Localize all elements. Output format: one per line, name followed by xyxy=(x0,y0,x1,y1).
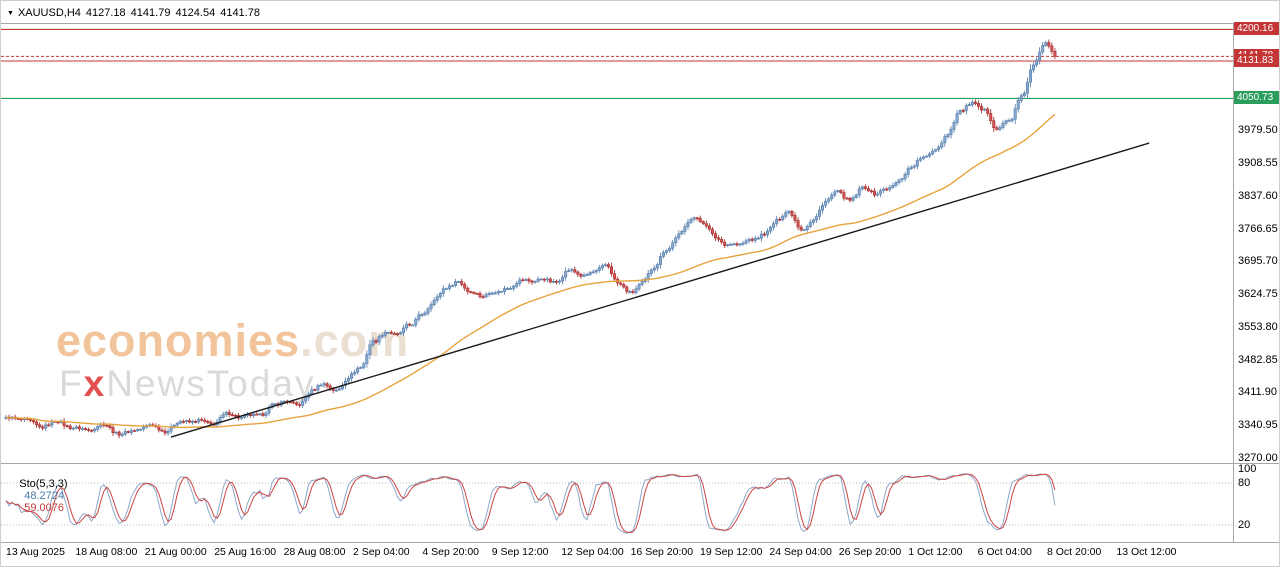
symbol-dropdown-icon[interactable]: ▼ xyxy=(7,9,14,17)
price-axis-label: 3553.80 xyxy=(1238,320,1278,333)
stochastic-name: Sto(5,3,3) xyxy=(19,478,68,490)
time-axis-label: 9 Sep 12:00 xyxy=(491,546,549,558)
watermark-f: F xyxy=(59,363,84,405)
down-candle-wicks xyxy=(8,39,1056,439)
price-axis-label: 3270.00 xyxy=(1238,451,1278,464)
price-axis-label: 3624.75 xyxy=(1238,288,1278,301)
ohlc-low: 4124.54 xyxy=(175,7,216,19)
symbol-timeframe-label: XAUUSD,H4 xyxy=(17,7,81,19)
time-axis-label: 13 Aug 2025 xyxy=(6,546,65,558)
price-axis-label: 3979.50 xyxy=(1238,124,1278,137)
stochastic-axis-label: 80 xyxy=(1238,477,1251,489)
price-axis[interactable]: 3979.50 3908.55 3837.60 3766.65 3695.70 3624.… xyxy=(1234,1,1279,542)
time-axis-label: 1 Oct 12:00 xyxy=(908,546,963,558)
level-badge-4131.83: 4131.83 xyxy=(1234,54,1279,67)
watermark: economies.com FxNewsToday xyxy=(56,317,409,404)
price-axis-label: 3482.85 xyxy=(1238,353,1278,366)
chart-top-border xyxy=(1,23,1279,24)
stochastic-main-line xyxy=(5,473,1056,534)
watermark-newstoday: NewsToday xyxy=(106,363,316,405)
time-axis-label: 8 Oct 20:00 xyxy=(1047,546,1102,558)
trendline[interactable] xyxy=(170,142,1150,438)
time-axis-label: 25 Aug 16:00 xyxy=(214,546,277,558)
time-axis-label: 28 Aug 08:00 xyxy=(283,546,346,558)
chart-header: ▼ XAUUSD,H4 4127.18 4141.79 4124.54 4141… xyxy=(7,6,260,20)
stochastic-axis-label: 100 xyxy=(1238,463,1257,475)
time-axis-label: 4 Sep 20:00 xyxy=(422,546,480,558)
watermark-brand-name: economies xyxy=(56,315,301,366)
up-candle-bodies xyxy=(4,42,1048,436)
price-axis-label: 3340.95 xyxy=(1238,419,1278,432)
time-axis-label: 19 Sep 12:00 xyxy=(700,546,763,558)
level-badge-4200.16: 4200.16 xyxy=(1234,22,1279,36)
time-axis-label: 6 Oct 04:00 xyxy=(977,546,1032,558)
time-axis-label: 18 Aug 08:00 xyxy=(75,546,138,558)
ohlc-open: 4127.18 xyxy=(85,7,126,19)
time-axis-label: 13 Oct 12:00 xyxy=(1116,546,1177,558)
moving-average-line[interactable] xyxy=(5,113,1056,429)
down-candle-bodies xyxy=(7,42,1057,436)
watermark-brand-suffix: .com xyxy=(300,315,410,366)
fxnews-x-icon: x xyxy=(83,363,107,405)
watermark-line2: FxNewsToday xyxy=(59,363,409,405)
stochastic-axis-label: 20 xyxy=(1238,519,1251,531)
price-axis-label: 3411.90 xyxy=(1238,386,1277,399)
time-axis[interactable]: 13 Aug 2025 18 Aug 08:00 21 Aug 00:00 25 Au… xyxy=(1,544,1233,566)
chart-bottom-border xyxy=(1,542,1279,543)
price-axis-label: 3837.60 xyxy=(1238,189,1278,202)
axis-separator xyxy=(1233,23,1234,542)
stochastic-k-value: 48.2724 xyxy=(24,490,64,502)
ohlc-high: 4141.79 xyxy=(130,7,171,19)
time-axis-label: 16 Sep 20:00 xyxy=(630,546,694,558)
time-axis-label: 24 Sep 04:00 xyxy=(769,546,832,558)
price-axis-label: 3908.55 xyxy=(1238,157,1278,170)
stochastic-label: Sto(5,3,3) 48.2724 59.0076 xyxy=(7,466,68,526)
chart-plot-area[interactable] xyxy=(1,1,1233,542)
stochastic-signal-line xyxy=(5,473,1056,534)
time-axis-label: 12 Sep 04:00 xyxy=(561,546,624,558)
time-axis-label: 21 Aug 00:00 xyxy=(144,546,207,558)
up-candle-wicks xyxy=(5,40,1047,438)
price-axis-label: 3766.65 xyxy=(1238,222,1278,235)
time-axis-label: 2 Sep 04:00 xyxy=(353,546,410,558)
price-axis-label: 3695.70 xyxy=(1238,255,1278,268)
ohlc-close: 4141.78 xyxy=(220,7,260,19)
pane-divider[interactable] xyxy=(1,463,1279,464)
stochastic-d-value: 59.0076 xyxy=(24,502,64,514)
level-badge-4050.73: 4050.73 xyxy=(1234,91,1279,105)
watermark-brand: economies.com xyxy=(56,317,409,364)
time-axis-label: 26 Sep 20:00 xyxy=(838,546,902,558)
